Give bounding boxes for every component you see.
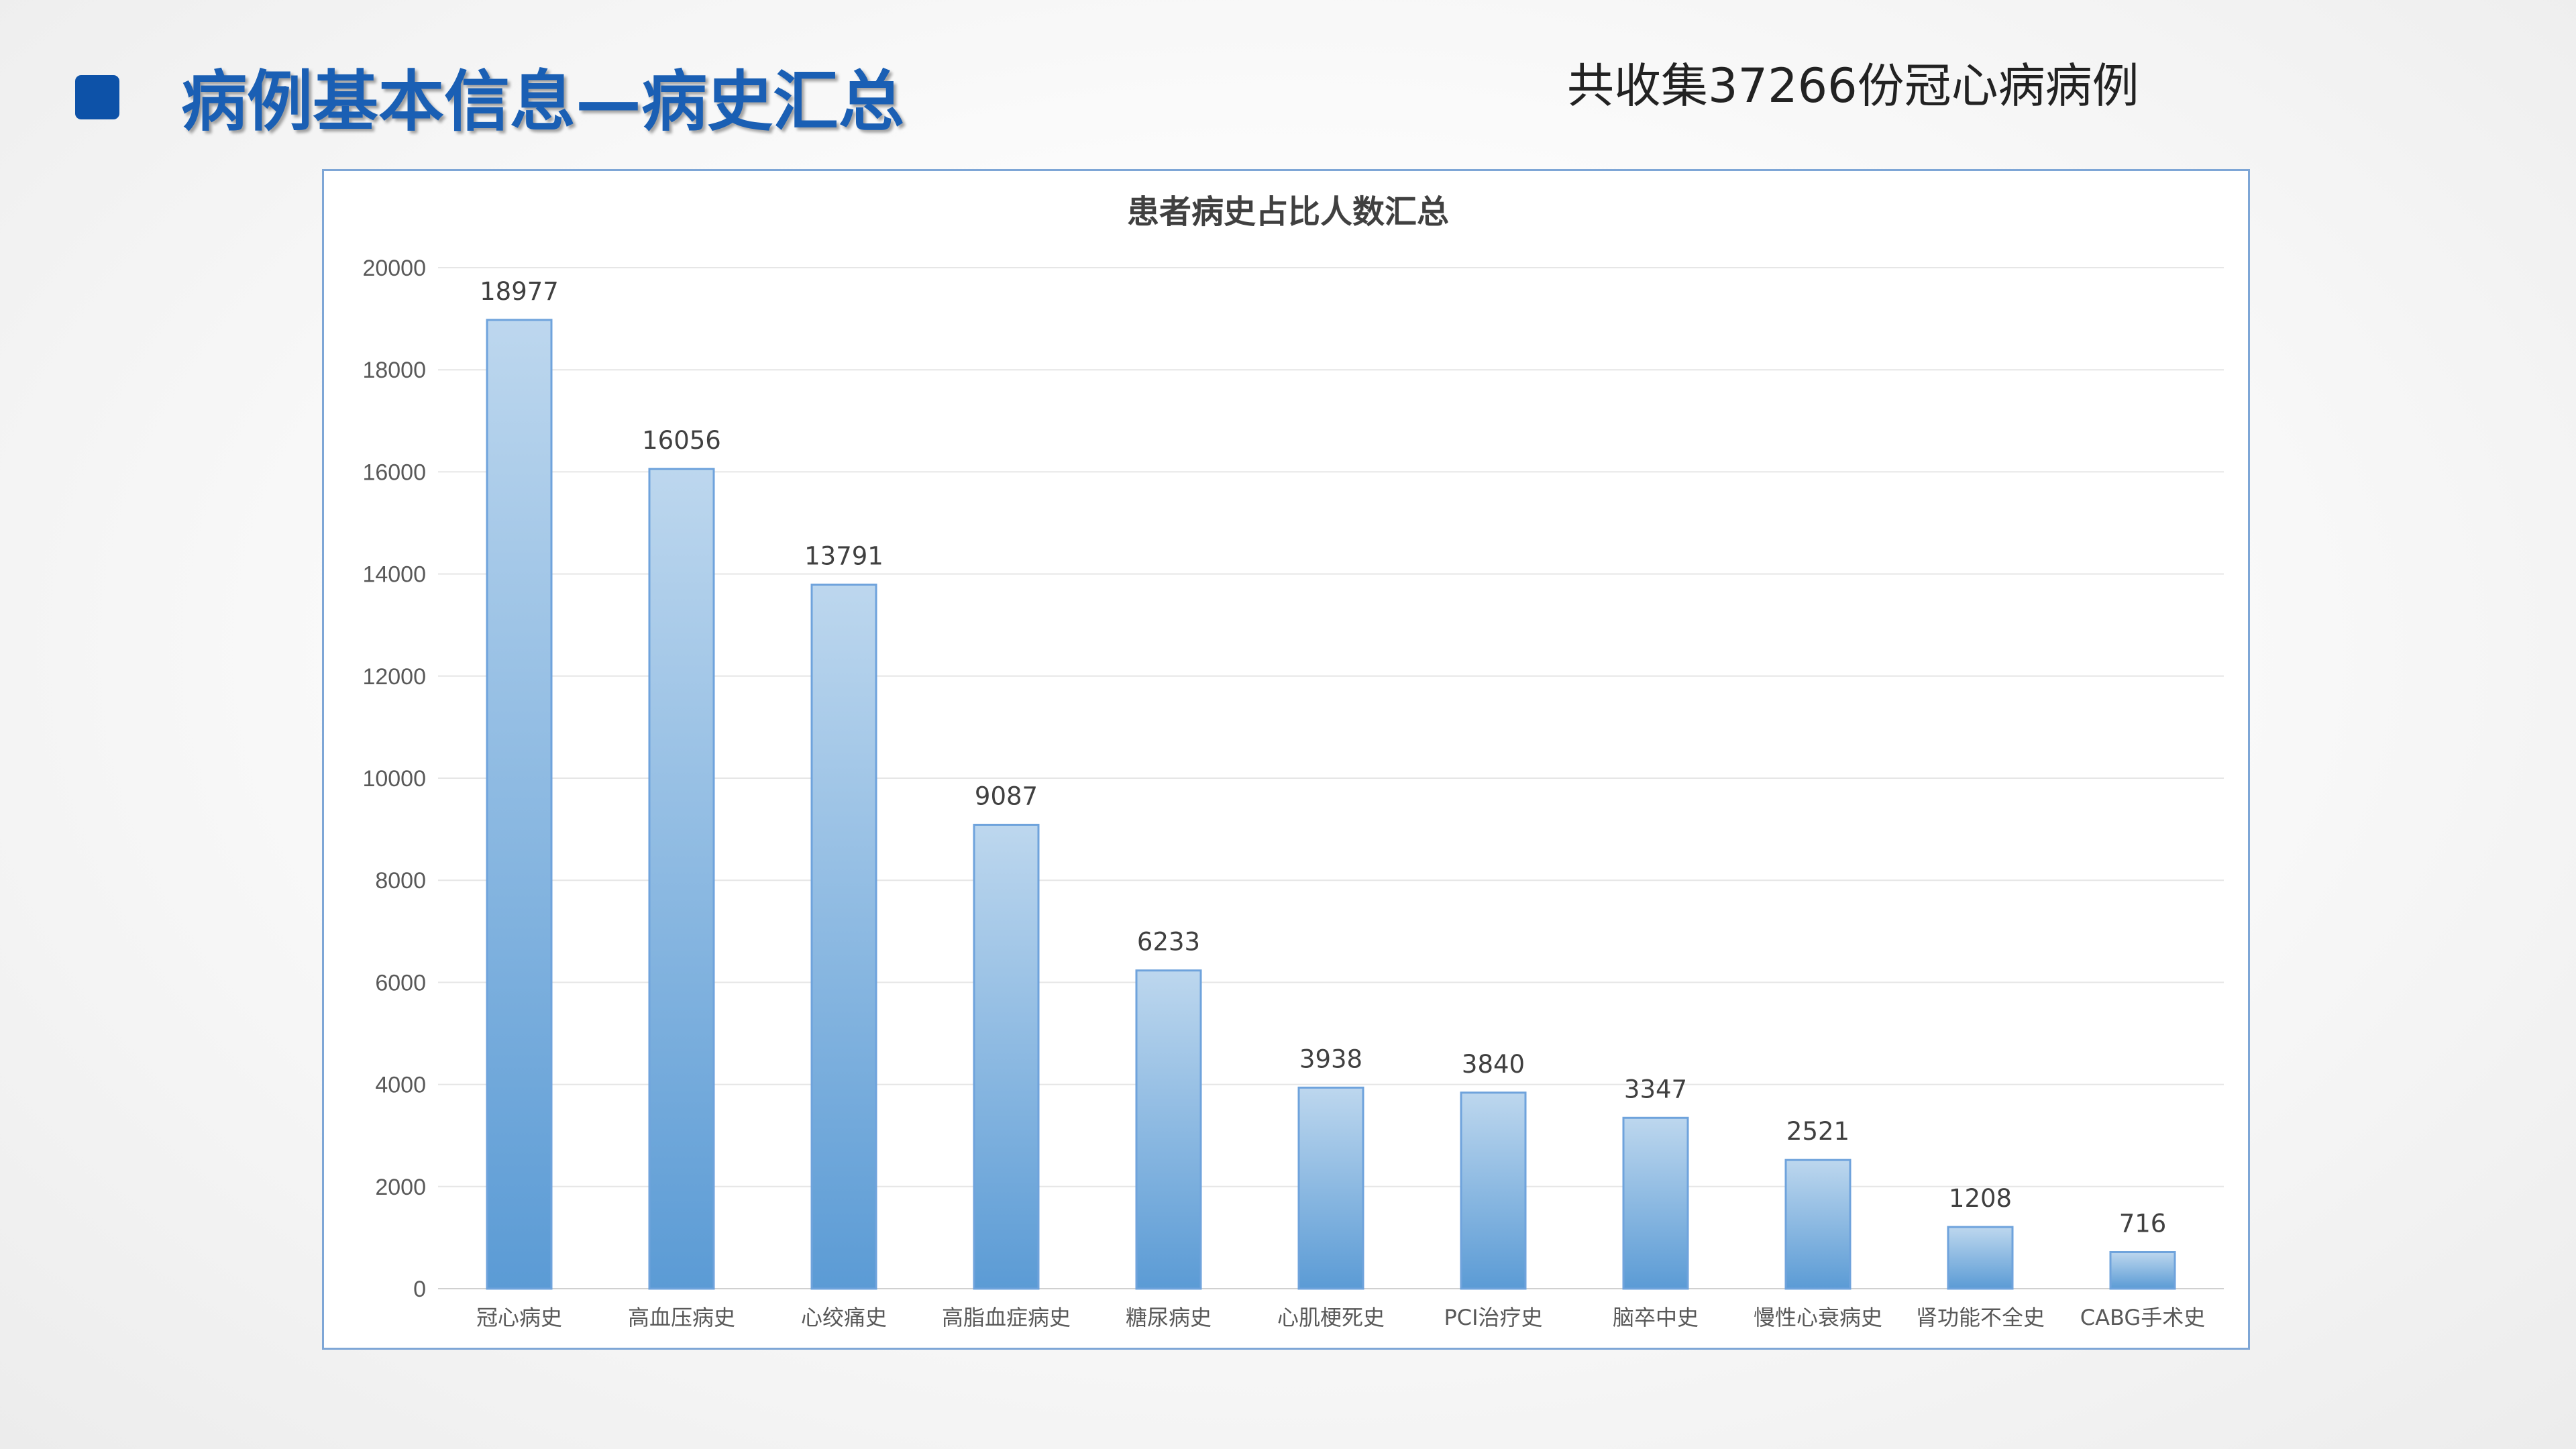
data-label: 3347	[1624, 1075, 1687, 1104]
x-category-label: 心绞痛史	[801, 1305, 887, 1330]
data-label: 16056	[642, 426, 721, 455]
y-tick-label: 12000	[362, 664, 426, 690]
x-category-label: CABG手术史	[2080, 1305, 2205, 1330]
y-tick-label: 18000	[362, 358, 426, 383]
y-tick-label: 4000	[375, 1073, 426, 1098]
data-label: 1208	[1949, 1184, 2012, 1213]
data-label: 3938	[1299, 1044, 1362, 1073]
x-category-label: 肾功能不全史	[1916, 1305, 2045, 1330]
data-label: 13791	[804, 542, 883, 571]
bar	[1947, 1226, 2014, 1290]
y-tick-label: 6000	[375, 970, 426, 996]
y-tick-label: 8000	[375, 868, 426, 894]
data-label: 9087	[975, 782, 1038, 810]
case-count-note: 共收集37266份冠心病病例	[1567, 58, 2139, 113]
y-tick-label: 10000	[362, 766, 426, 792]
bar	[1622, 1116, 1689, 1290]
x-category-label: 糖尿病史	[1126, 1305, 1212, 1330]
bar	[1135, 969, 1202, 1290]
bar	[648, 468, 715, 1290]
bar	[486, 319, 553, 1290]
bars	[486, 319, 2176, 1290]
bar	[1784, 1159, 1851, 1290]
bar-chart: 患者病史占比人数汇总 0 2000 4000 6000 8000 10000 12000 14…	[362, 193, 2224, 1330]
x-category-label: 心肌梗死史	[1277, 1305, 1385, 1330]
x-category-label: 慢性心衰病史	[1754, 1305, 1882, 1330]
y-tick-label: 0	[413, 1277, 426, 1302]
y-tick-label: 16000	[362, 460, 426, 485]
x-category-label: PCI治疗史	[1444, 1305, 1542, 1330]
bar	[810, 584, 877, 1290]
data-label: 2521	[1786, 1117, 1849, 1146]
data-label: 18977	[480, 277, 559, 306]
bar	[973, 823, 1040, 1290]
data-label: 6233	[1137, 928, 1200, 957]
x-category-label: 高血压病史	[628, 1305, 735, 1330]
chart-title: 患者病史占比人数汇总	[1127, 193, 1449, 231]
x-category-label: 脑卒中史	[1613, 1305, 1699, 1330]
data-labels: 18977 16056 13791 9087 6233 3938 3840 3347 2521 1…	[480, 277, 2166, 1238]
y-tick-label: 2000	[375, 1175, 426, 1200]
x-axis-categories: 冠心病史 高血压病史 心绞痛史 高脂血症病史 糖尿病史 心肌梗死史 PCI治疗史 脑卒中史 慢性…	[476, 1305, 2205, 1330]
bar	[1460, 1091, 1527, 1290]
title-bullet-icon	[75, 75, 119, 119]
y-tick-label: 20000	[362, 256, 426, 281]
bar	[1297, 1086, 1364, 1290]
x-category-label: 冠心病史	[476, 1305, 562, 1330]
data-label: 3840	[1462, 1050, 1525, 1079]
y-axis-ticks: 0 2000 4000 6000 8000 10000 12000 14000 16000 180…	[362, 256, 426, 1302]
bar	[2109, 1251, 2176, 1290]
y-tick-label: 14000	[362, 562, 426, 588]
gridlines	[438, 267, 2224, 1289]
slide-title: 病例基本信息—病史汇总	[181, 64, 905, 140]
chart-frame: 患者病史占比人数汇总 0 2000 4000 6000 8000 10000 12000 14…	[322, 169, 2250, 1350]
x-category-label: 高脂血症病史	[942, 1305, 1071, 1330]
data-label: 716	[2119, 1210, 2167, 1238]
